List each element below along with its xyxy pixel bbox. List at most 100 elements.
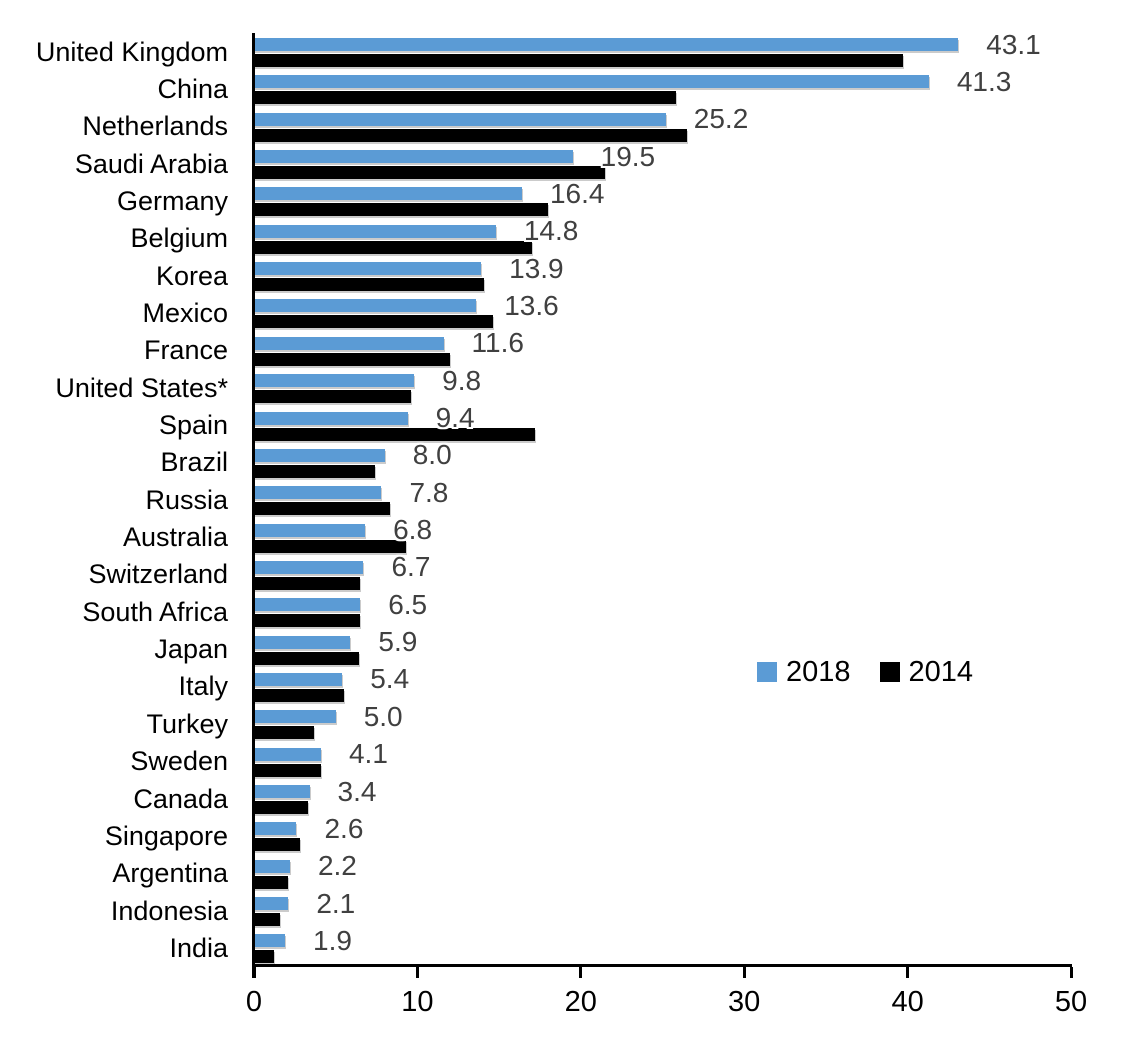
bar-2018 [254, 411, 408, 425]
category-label: Korea [155, 260, 228, 291]
category-label: Germany [116, 185, 228, 216]
x-axis-tick [579, 967, 583, 978]
bar-2018 [254, 523, 366, 537]
value-label: 9.8 [442, 364, 482, 396]
value-label: 13.9 [509, 252, 564, 284]
bar-2018 [254, 598, 361, 612]
bar-2014 [254, 203, 549, 217]
value-label: 13.6 [504, 289, 559, 321]
value-label: 6.7 [391, 551, 431, 583]
bar-2014 [254, 502, 390, 516]
value-label: 2.6 [324, 812, 364, 844]
bar-2014 [254, 427, 536, 441]
category-label: Mexico [142, 297, 228, 328]
y-axis-line [252, 33, 255, 978]
category-label: India [169, 932, 228, 963]
bar-2018 [254, 635, 351, 649]
category-label: Saudi Arabia [74, 148, 228, 179]
value-label: 3.4 [337, 775, 377, 807]
category-label: Sweden [130, 746, 228, 777]
value-label: 16.4 [549, 177, 605, 209]
bar-2014 [254, 352, 451, 366]
bar-2014 [254, 576, 361, 590]
value-label: 4.1 [348, 738, 388, 770]
legend-swatch-2014-icon [879, 662, 900, 682]
bar-2018 [254, 187, 522, 201]
value-label: 2.1 [316, 887, 356, 919]
category-label: Brazil [160, 447, 228, 478]
legend-entry-2014: 2014 [879, 656, 974, 688]
bar-2018 [254, 112, 666, 126]
category-label: Russia [145, 484, 228, 515]
category-label: Japan [154, 634, 228, 665]
category-label: Australia [122, 522, 228, 553]
category-label: Indonesia [110, 895, 228, 926]
bar-2018 [254, 75, 929, 89]
legend-label-2014: 2014 [908, 656, 974, 688]
value-label: 6.5 [388, 588, 428, 620]
category-label: France [143, 335, 228, 366]
x-axis-tick-label: 40 [891, 986, 924, 1018]
bar-2014 [254, 875, 289, 889]
x-axis-line [252, 964, 1072, 967]
bar-2014 [254, 913, 281, 927]
bar-2014 [254, 651, 359, 665]
bar-2014 [254, 726, 315, 740]
bar-2018 [254, 336, 444, 350]
x-axis-tick [415, 967, 419, 978]
x-axis-tick [1069, 967, 1073, 978]
bar-2018 [254, 710, 336, 724]
category-label: Canada [133, 783, 228, 814]
category-label: United States* [55, 372, 228, 403]
value-label: 43.1 [986, 28, 1041, 60]
value-label: 2.2 [317, 850, 357, 882]
category-label: Netherlands [82, 111, 228, 142]
legend: 2018 2014 [757, 656, 974, 688]
category-label: South Africa [82, 596, 228, 627]
bar-2018 [254, 747, 321, 761]
legend-entry-2018: 2018 [757, 656, 851, 688]
x-axis-tick-label: 20 [564, 986, 597, 1018]
bar-2014 [254, 614, 361, 628]
legend-swatch-2018-icon [757, 662, 777, 682]
bar-2018 [254, 448, 385, 462]
value-label: 6.8 [393, 514, 433, 546]
bar-2014 [254, 315, 493, 329]
bar-2014 [254, 688, 344, 702]
bar-2018 [254, 38, 959, 51]
value-label: 11.6 [471, 327, 524, 359]
legend-label-2018: 2018 [786, 656, 851, 688]
value-label: 41.3 [956, 65, 1012, 97]
bar-2018 [254, 224, 496, 238]
value-label: 25.2 [693, 103, 749, 135]
bar-2018 [254, 374, 415, 388]
bar-2014 [254, 539, 406, 553]
category-label: United Kingdom [35, 36, 228, 67]
category-label: Turkey [146, 708, 228, 739]
value-label: 5.0 [363, 700, 403, 732]
bar-2018 [254, 262, 482, 276]
bar-2014 [254, 128, 687, 142]
bar-2014 [254, 54, 903, 67]
bar-2014 [254, 950, 274, 964]
value-label: 19.5 [600, 140, 656, 172]
bar-2014 [254, 166, 606, 180]
category-label: Spain [158, 410, 228, 440]
value-label: 5.4 [370, 663, 410, 695]
category-label: China [157, 73, 228, 104]
bar-2018 [254, 934, 286, 948]
category-label: Belgium [130, 223, 228, 254]
bar-2014 [254, 390, 411, 404]
bar-2018 [254, 822, 297, 836]
bar-2014 [254, 838, 300, 852]
bar-2018 [254, 299, 477, 313]
x-axis-tick [906, 967, 910, 978]
value-label: 8.0 [412, 439, 452, 471]
value-label: 7.8 [409, 476, 449, 508]
x-axis-tick-label: 0 [245, 986, 263, 1018]
bar-2014 [254, 91, 676, 105]
x-axis-tick-label: 10 [401, 986, 434, 1018]
category-label: Argentina [112, 858, 228, 889]
x-axis-tick [252, 967, 256, 978]
category-label: Singapore [104, 820, 228, 851]
